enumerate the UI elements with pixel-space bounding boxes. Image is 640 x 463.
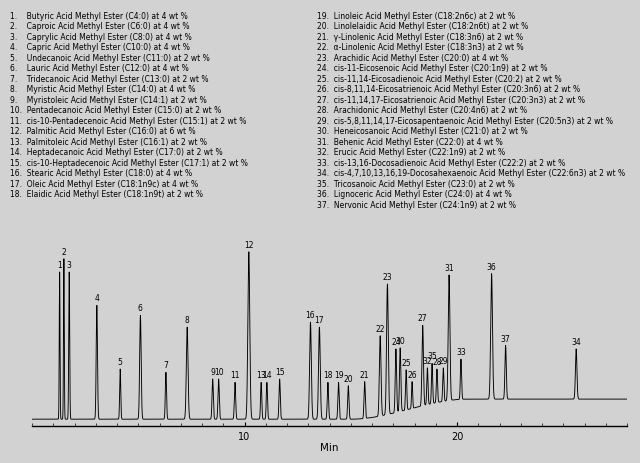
Text: 5: 5	[118, 357, 123, 366]
Text: 12: 12	[244, 240, 253, 249]
Text: 8: 8	[185, 315, 189, 325]
Text: 21: 21	[360, 370, 369, 379]
Text: 24: 24	[391, 337, 401, 346]
Text: 28.  Arachidonic Acid Methyl Ester (C20:4n6) at 2 wt %: 28. Arachidonic Acid Methyl Ester (C20:4…	[317, 106, 527, 115]
Text: 2: 2	[61, 247, 67, 256]
Text: 34: 34	[572, 337, 581, 346]
Text: 6.    Lauric Acid Methyl Ester (C12:0) at 4 wt %: 6. Lauric Acid Methyl Ester (C12:0) at 4…	[10, 64, 188, 73]
Text: 27.  cis-11,14,17-Eicosatrienoic Acid Methyl Ester (C20:3n3) at 2 wt %: 27. cis-11,14,17-Eicosatrienoic Acid Met…	[317, 95, 585, 104]
Text: 33: 33	[456, 347, 466, 357]
Text: 13: 13	[257, 370, 266, 380]
Text: 33.  cis-13,16-Docosadienoic Acid Methyl Ester (C22:2) at 2 wt %: 33. cis-13,16-Docosadienoic Acid Methyl …	[317, 158, 565, 167]
Text: 20.  Linolelaidic Acid Methyl Ester (C18:2n6t) at 2 wt %: 20. Linolelaidic Acid Methyl Ester (C18:…	[317, 22, 528, 31]
Text: 35.  Tricosanoic Acid Methyl Ester (C23:0) at 2 wt %: 35. Tricosanoic Acid Methyl Ester (C23:0…	[317, 179, 515, 188]
Text: 30: 30	[396, 336, 405, 345]
Text: 6: 6	[138, 304, 143, 313]
Text: 15: 15	[275, 367, 284, 376]
Text: 5.    Undecanoic Acid Methyl Ester (C11:0) at 2 wt %: 5. Undecanoic Acid Methyl Ester (C11:0) …	[10, 54, 209, 63]
Text: 1: 1	[57, 261, 62, 269]
Text: 17: 17	[315, 315, 324, 325]
Text: 18.  Elaidic Acid Methyl Ester (C18:1n9t) at 2 wt %: 18. Elaidic Acid Methyl Ester (C18:1n9t)…	[10, 190, 203, 199]
Text: 16.  Stearic Acid Methyl Ester (C18:0) at 4 wt %: 16. Stearic Acid Methyl Ester (C18:0) at…	[10, 169, 192, 178]
Text: 4.    Capric Acid Methyl Ester (C10:0) at 4 wt %: 4. Capric Acid Methyl Ester (C10:0) at 4…	[10, 43, 189, 52]
Text: 32: 32	[422, 356, 432, 365]
Text: 2.    Caproic Acid Methyl Ester (C6:0) at 4 wt %: 2. Caproic Acid Methyl Ester (C6:0) at 4…	[10, 22, 189, 31]
Text: 13.  Palmitoleic Acid Methyl Ester (C16:1) at 2 wt %: 13. Palmitoleic Acid Methyl Ester (C16:1…	[10, 138, 207, 146]
Text: 24.  cis-11-Eicosenoic Acid Methyl Ester (C20:1n9) at 2 wt %: 24. cis-11-Eicosenoic Acid Methyl Ester …	[317, 64, 547, 73]
Text: 25: 25	[401, 358, 411, 367]
Text: 9: 9	[211, 367, 215, 376]
Text: 19.  Linoleic Acid Methyl Ester (C18:2n6c) at 2 wt %: 19. Linoleic Acid Methyl Ester (C18:2n6c…	[317, 12, 515, 20]
Text: 20: 20	[344, 374, 353, 383]
Text: 14.  Heptadecanoic Acid Methyl Ester (C17:0) at 2 wt %: 14. Heptadecanoic Acid Methyl Ester (C17…	[10, 148, 222, 157]
X-axis label: Min: Min	[321, 442, 339, 452]
Text: 29: 29	[438, 356, 448, 365]
Text: 8.    Myristic Acid Methyl Ester (C14:0) at 4 wt %: 8. Myristic Acid Methyl Ester (C14:0) at…	[10, 85, 195, 94]
Text: 36: 36	[486, 262, 497, 271]
Text: 29.  cis-5,8,11,14,17-Eicosapentaenoic Acid Methyl Ester (C20:5n3) at 2 wt %: 29. cis-5,8,11,14,17-Eicosapentaenoic Ac…	[317, 116, 613, 125]
Text: 14: 14	[262, 370, 272, 380]
Text: 37.  Nervonic Acid Methyl Ester (C24:1n9) at 2 wt %: 37. Nervonic Acid Methyl Ester (C24:1n9)…	[317, 200, 516, 209]
Text: 26.  cis-8,11,14-Eicosatrienoic Acid Methyl Ester (C20:3n6) at 2 wt %: 26. cis-8,11,14-Eicosatrienoic Acid Meth…	[317, 85, 580, 94]
Text: 37: 37	[500, 334, 511, 343]
Text: 23: 23	[383, 272, 392, 282]
Text: 15.  cis-10-Heptadecenoic Acid Methyl Ester (C17:1) at 2 wt %: 15. cis-10-Heptadecenoic Acid Methyl Est…	[10, 158, 248, 167]
Text: 10: 10	[214, 367, 223, 376]
Text: 12.  Palmitic Acid Methyl Ester (C16:0) at 6 wt %: 12. Palmitic Acid Methyl Ester (C16:0) a…	[10, 127, 195, 136]
Text: 7.    Tridecanoic Acid Methyl Ester (C13:0) at 2 wt %: 7. Tridecanoic Acid Methyl Ester (C13:0)…	[10, 75, 208, 83]
Text: 27: 27	[418, 314, 428, 323]
Text: 34.  cis-4,7,10,13,16,19-Docosahexaenoic Acid Methyl Ester (C22:6n3) at 2 wt %: 34. cis-4,7,10,13,16,19-Docosahexaenoic …	[317, 169, 625, 178]
Text: 11: 11	[230, 370, 240, 380]
Text: 32.  Erucic Acid Methyl Ester (C22:1n9) at 2 wt %: 32. Erucic Acid Methyl Ester (C22:1n9) a…	[317, 148, 505, 157]
Text: 21.  γ-Linolenic Acid Methyl Ester (C18:3n6) at 2 wt %: 21. γ-Linolenic Acid Methyl Ester (C18:3…	[317, 32, 523, 42]
Text: 10.  Pentadecanoic Acid Methyl Ester (C15:0) at 2 wt %: 10. Pentadecanoic Acid Methyl Ester (C15…	[10, 106, 221, 115]
Text: 11.  cis-10-Pentadecenoic Acid Methyl Ester (C15:1) at 2 wt %: 11. cis-10-Pentadecenoic Acid Methyl Est…	[10, 116, 246, 125]
Text: 19: 19	[333, 370, 343, 380]
Text: 31.  Behenic Acid Methyl Ester (C22:0) at 4 wt %: 31. Behenic Acid Methyl Ester (C22:0) at…	[317, 138, 502, 146]
Text: 26: 26	[407, 370, 417, 379]
Text: 1.    Butyric Acid Methyl Ester (C4:0) at 4 wt %: 1. Butyric Acid Methyl Ester (C4:0) at 4…	[10, 12, 188, 20]
Text: 31: 31	[444, 263, 454, 272]
Text: 3.    Caprylic Acid Methyl Ester (C8:0) at 4 wt %: 3. Caprylic Acid Methyl Ester (C8:0) at …	[10, 32, 191, 42]
Text: 22.  α-Linolenic Acid Methyl Ester (C18:3n3) at 2 wt %: 22. α-Linolenic Acid Methyl Ester (C18:3…	[317, 43, 524, 52]
Text: 16: 16	[306, 311, 316, 319]
Text: 36.  Lignoceric Acid Methyl Ester (C24:0) at 4 wt %: 36. Lignoceric Acid Methyl Ester (C24:0)…	[317, 190, 511, 199]
Text: 35: 35	[427, 352, 437, 361]
Text: 18: 18	[323, 370, 333, 380]
Text: 17.  Oleic Acid Methyl Ester (C18:1n9c) at 4 wt %: 17. Oleic Acid Methyl Ester (C18:1n9c) a…	[10, 179, 198, 188]
Text: 3: 3	[67, 261, 72, 269]
Text: 22: 22	[376, 324, 385, 333]
Text: 4: 4	[94, 294, 99, 303]
Text: 23.  Arachidic Acid Methyl Ester (C20:0) at 4 wt %: 23. Arachidic Acid Methyl Ester (C20:0) …	[317, 54, 508, 63]
Text: 7: 7	[163, 361, 168, 369]
Text: 25.  cis-11,14-Eicosadienoic Acid Methyl Ester (C20:2) at 2 wt %: 25. cis-11,14-Eicosadienoic Acid Methyl …	[317, 75, 561, 83]
Text: 9.    Myristoleic Acid Methyl Ester (C14:1) at 2 wt %: 9. Myristoleic Acid Methyl Ester (C14:1)…	[10, 95, 206, 104]
Text: 28: 28	[432, 357, 442, 366]
Text: 30.  Heneicosanoic Acid Methyl Ester (C21:0) at 2 wt %: 30. Heneicosanoic Acid Methyl Ester (C21…	[317, 127, 527, 136]
